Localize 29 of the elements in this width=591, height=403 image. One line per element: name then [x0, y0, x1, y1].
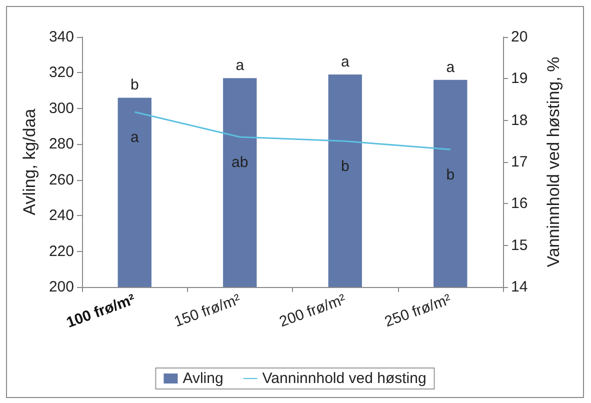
- data-label: b: [446, 166, 455, 184]
- y2-tick-label: 15: [511, 236, 528, 254]
- y-tick-label: 300: [48, 100, 74, 117]
- legend-label: Vanninnhold ved høsting: [262, 370, 426, 387]
- y2-tick-label: 14: [511, 278, 528, 296]
- data-label: a: [130, 129, 140, 146]
- y2-tick-label: 19: [511, 70, 528, 88]
- data-label: b: [340, 158, 350, 176]
- x-tick-label: 150 frø/m²: [172, 291, 243, 331]
- y2-tick-label: 16: [511, 195, 528, 212]
- legend-label: Avling: [182, 370, 224, 387]
- data-label: a: [236, 57, 245, 74]
- x-tick-label: 200 frø/m²: [277, 291, 348, 331]
- data-label: ab: [232, 154, 248, 171]
- data-label: a: [446, 58, 456, 76]
- y-tick-label: 240: [48, 207, 74, 224]
- y-tick-label: 220: [48, 242, 74, 260]
- y2-axis-title: Vanninnhold ved høsting, %: [544, 56, 563, 268]
- y2-tick-label: 18: [511, 112, 528, 129]
- y-tick-label: 320: [48, 64, 74, 82]
- data-label: b: [130, 76, 139, 94]
- x-tick-label: 250 frø/m²: [382, 291, 454, 331]
- y2-tick-label: 20: [511, 28, 528, 46]
- y-tick-label: 280: [48, 136, 74, 153]
- y-axis-title: Avling, kg/daa: [20, 108, 40, 216]
- y-tick-label: 340: [48, 28, 74, 46]
- data-label: a: [340, 54, 350, 70]
- y2-tick-label: 17: [511, 154, 528, 170]
- y-tick-label: 260: [48, 171, 74, 188]
